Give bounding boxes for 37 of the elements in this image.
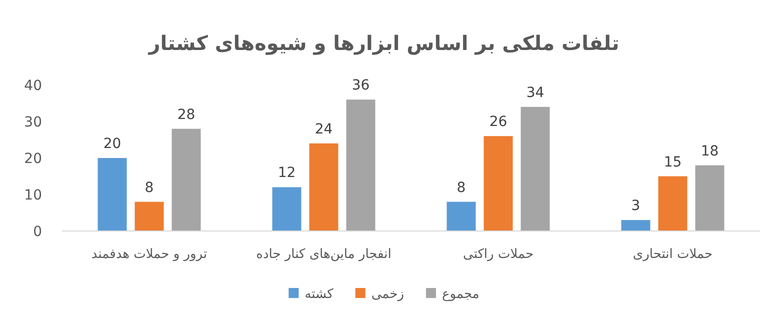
bar <box>520 106 550 231</box>
legend-label: مجموع <box>442 287 480 302</box>
data-label: 8 <box>456 180 466 196</box>
bar <box>621 220 650 231</box>
bar <box>695 165 724 231</box>
y-tick-label: 40 <box>24 78 42 94</box>
y-tick-label: 30 <box>24 114 42 130</box>
data-label: 18 <box>700 143 719 160</box>
bar <box>446 202 476 231</box>
data-label: 36 <box>352 78 370 94</box>
y-tick-label: 10 <box>24 188 42 204</box>
legend-label: کشته <box>304 287 334 302</box>
y-tick-label: 20 <box>24 151 42 167</box>
data-label: 3 <box>631 198 640 214</box>
data-label: 12 <box>278 165 296 182</box>
bar <box>134 202 164 231</box>
bar <box>346 100 376 231</box>
data-label: 8 <box>144 180 154 196</box>
data-label: 15 <box>664 154 682 170</box>
data-label: 34 <box>526 84 544 101</box>
bar <box>484 136 513 231</box>
y-tick-label: 0 <box>33 224 42 240</box>
bar <box>309 143 338 231</box>
legend-label: زخمی <box>371 287 404 302</box>
data-label: 26 <box>489 114 508 130</box>
data-label: 28 <box>177 106 196 123</box>
bar <box>272 187 302 231</box>
x-tick-label: حملات راکتی <box>462 247 534 262</box>
chart-title: تلفات ملکی بر اساس ابزارها و شیوه‌های کشتار <box>148 31 620 55</box>
bar <box>98 158 127 231</box>
x-tick-label: حملات انتحاری <box>632 247 713 262</box>
data-label: 24 <box>314 121 333 138</box>
bar <box>172 128 201 231</box>
x-tick-label: ترور و حملات هدفمند <box>91 247 208 262</box>
bar <box>658 176 688 231</box>
data-label: 20 <box>103 136 122 152</box>
x-tick-label: انفجار ماین‌های کنار جاده <box>256 247 392 262</box>
